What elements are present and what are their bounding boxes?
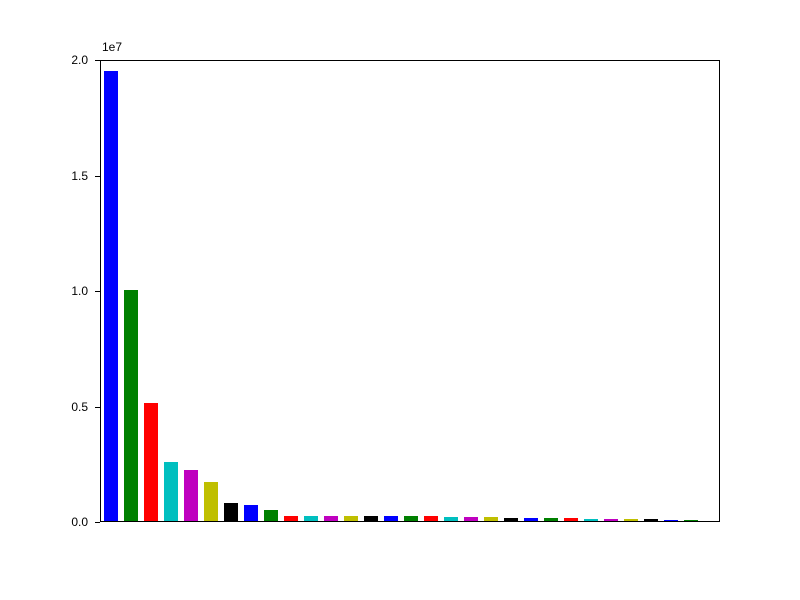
chart-bar [564,518,578,521]
chart-bar [204,482,218,521]
chart-bar [124,290,138,521]
chart-bar [384,516,398,521]
chart-bar [164,462,178,521]
chart-bar [524,518,538,521]
chart-bar [224,503,238,521]
chart-bar [444,517,458,521]
chart-bar [264,510,278,521]
chart-bar [504,518,518,521]
chart-bar [644,519,658,521]
chart-bar [544,518,558,521]
chart-bar [324,516,338,521]
chart-bar [104,71,118,521]
y-tick-label: 1.0 [0,284,88,298]
chart-bar [664,520,678,521]
chart-bar [364,516,378,521]
y-tick-mark [95,60,100,61]
chart-bar [584,519,598,521]
chart-container: 1e7 0.0 0.5 1.0 1.5 2.0 [0,0,800,600]
chart-bar [424,516,438,521]
y-tick-label: 1.5 [0,169,88,183]
y-tick-label: 0.0 [0,515,88,529]
chart-bar [404,516,418,521]
chart-bar [284,516,298,521]
chart-bar [144,403,158,521]
chart-bar [184,470,198,521]
chart-bar [464,517,478,521]
y-tick-label: 0.5 [0,400,88,414]
chart-bar [344,516,358,521]
chart-bar [244,505,258,521]
y-tick-label: 2.0 [0,53,88,67]
chart-bar [604,519,618,521]
chart-bar [484,517,498,521]
y-tick-mark [95,407,100,408]
chart-bar [304,516,318,521]
plot-area [100,60,720,522]
y-tick-mark [95,176,100,177]
y-tick-mark [95,522,100,523]
y-axis-exponent-label: 1e7 [102,40,122,54]
chart-bar [684,520,698,521]
chart-bar [624,519,638,521]
y-tick-mark [95,291,100,292]
